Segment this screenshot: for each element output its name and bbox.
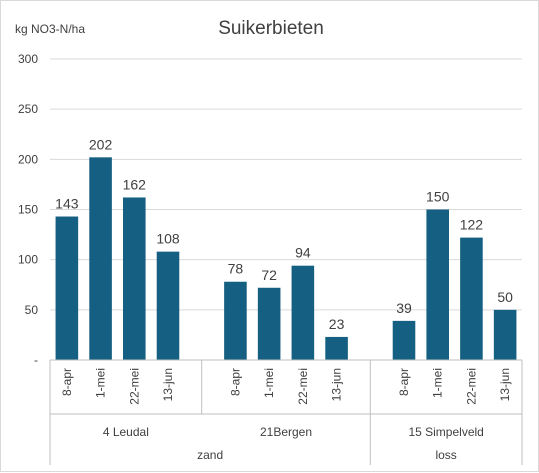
data-label: 78 (228, 261, 244, 277)
y-tick-label: 100 (18, 253, 38, 267)
y-tick-label: 250 (18, 102, 38, 116)
bars (55, 157, 517, 360)
category-label: 8-apr (60, 368, 74, 396)
bar (257, 287, 281, 360)
data-label: 23 (329, 316, 345, 332)
category-label: 1-mei (431, 368, 445, 398)
data-label: 143 (55, 196, 79, 212)
category-label: 22-mei (464, 368, 478, 405)
category-label: 22-mei (127, 368, 141, 405)
y-tick-labels: - 50 100 150 200 250 300 (18, 52, 38, 367)
gridlines (50, 58, 522, 311)
soil-label: zand (197, 448, 223, 462)
bar (460, 237, 483, 360)
bar (224, 281, 247, 360)
category-label: 13-jun (498, 368, 512, 401)
location-label: 4 Leudal (103, 425, 149, 439)
bar (89, 157, 112, 360)
data-label: 150 (426, 189, 450, 205)
category-label: 13-jun (330, 368, 344, 401)
location-label: 21Bergen (260, 425, 312, 439)
y-tick-label: 50 (25, 303, 39, 317)
category-label: 8-apr (397, 368, 411, 396)
y-tick-label: - (34, 353, 38, 367)
chart-title: Suikerbieten (218, 18, 324, 39)
bar (493, 309, 517, 360)
bar (156, 251, 180, 360)
bar (291, 265, 315, 360)
data-label: 50 (497, 289, 513, 305)
soil-label: loss (435, 448, 456, 462)
y-tick-label: 150 (18, 203, 38, 217)
data-label: 122 (460, 217, 484, 233)
bar (392, 320, 416, 360)
bar (426, 209, 450, 360)
category-label: 8-apr (228, 368, 242, 396)
category-label: 1-mei (262, 368, 276, 398)
y-tick-label: 200 (18, 152, 38, 166)
data-label: 202 (89, 136, 113, 152)
bar (122, 197, 146, 360)
data-label: 162 (123, 176, 147, 192)
category-axis: 8-apr 1-mei 22-mei 13-jun 8-apr 1-mei 22-mei 13… (49, 359, 523, 465)
y-axis-label: kg NO3-N/ha (15, 22, 85, 36)
data-label: 72 (261, 267, 277, 283)
data-label: 108 (156, 231, 180, 247)
category-label: 22-mei (296, 368, 310, 405)
bar (325, 336, 348, 360)
category-label: 1-mei (94, 368, 108, 398)
data-labels: 143 202 162 108 78 72 94 23 39 150 122 50 (55, 136, 513, 332)
category-label: 13-jun (161, 368, 175, 401)
data-label: 94 (295, 245, 311, 261)
bar (55, 216, 79, 360)
y-tick-label: 300 (18, 52, 38, 66)
location-label: 15 Simpelveld (408, 425, 483, 439)
data-label: 39 (396, 300, 412, 316)
